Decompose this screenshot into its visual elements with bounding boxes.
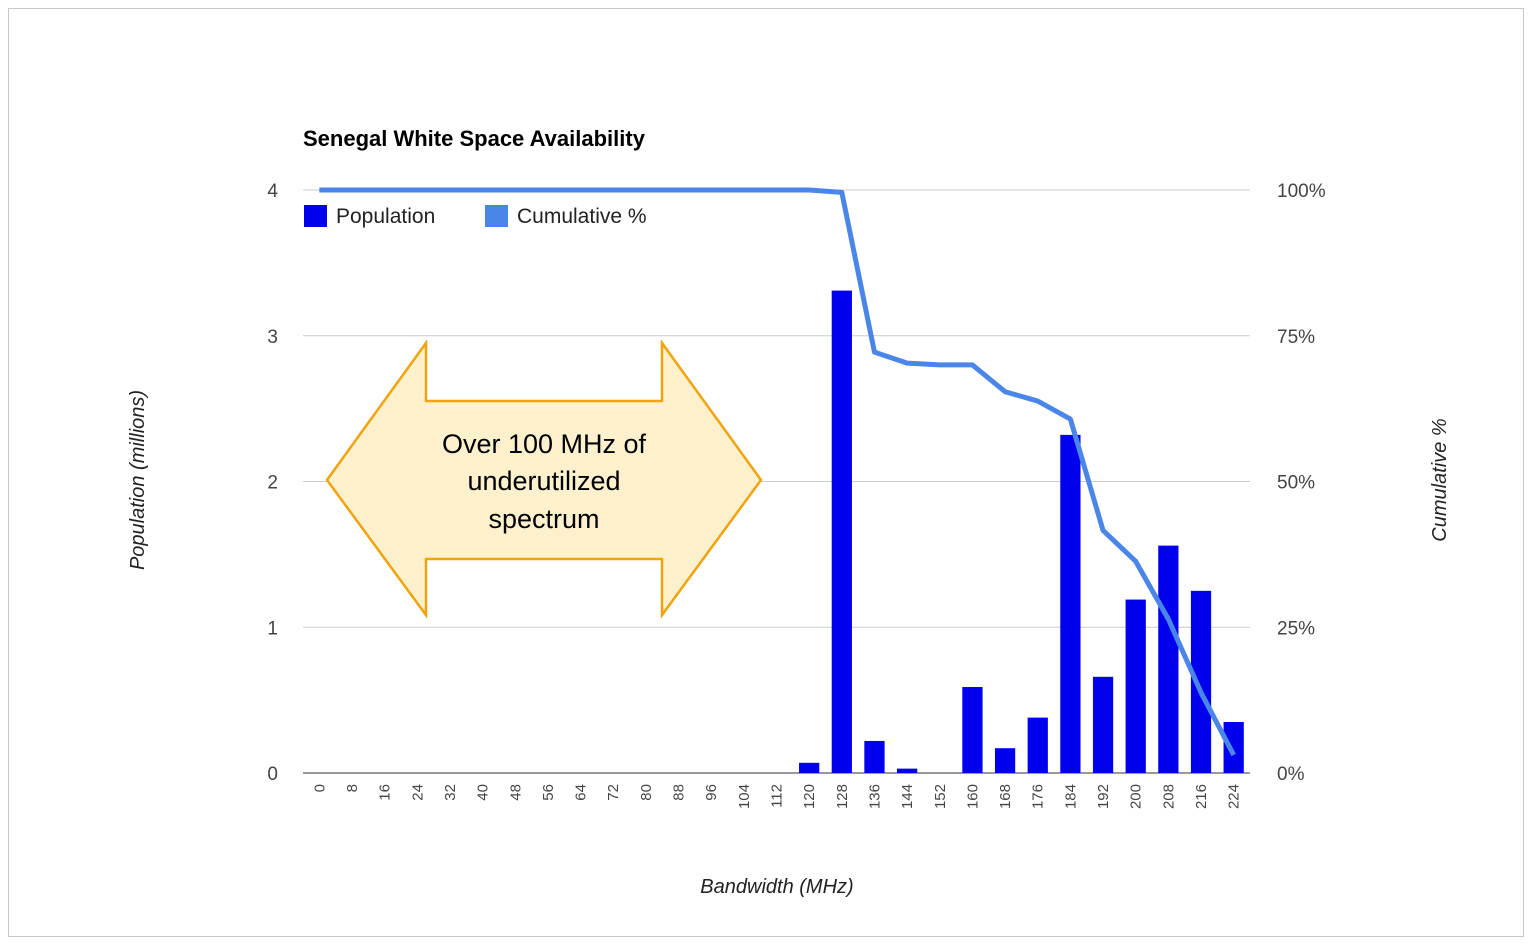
cumulative-line-path	[319, 187, 1236, 757]
x-tick-label: 120	[801, 784, 818, 809]
x-tick-label: 128	[834, 784, 851, 809]
callout-line-1: Over 100 MHz of	[442, 429, 647, 459]
legend-label-cumulative: Cumulative %	[517, 205, 647, 228]
x-tick-label: 168	[997, 784, 1014, 809]
legend-swatch-population	[304, 205, 327, 227]
x-tick-label: 24	[409, 784, 426, 801]
x-tick-label: 96	[703, 784, 720, 801]
x-tick-label: 152	[932, 784, 949, 809]
x-tick-label: 200	[1128, 784, 1145, 809]
x-tick-label: 32	[442, 784, 459, 801]
bar	[1158, 545, 1179, 773]
y-tick-label: 2	[267, 473, 278, 494]
legend: Population Cumulative %	[304, 205, 647, 228]
y2-tick-label: 25%	[1277, 618, 1315, 639]
bar	[799, 762, 820, 773]
y-tick-label: 1	[267, 618, 278, 639]
bar	[864, 740, 885, 773]
y2-tick-label: 0%	[1277, 764, 1305, 785]
x-tick-label: 208	[1160, 784, 1177, 809]
y-tick-label: 0	[267, 764, 278, 785]
x-tick-label: 224	[1226, 784, 1243, 809]
bar	[1223, 721, 1244, 773]
x-tick-label: 64	[573, 784, 590, 801]
x-tick-label: 80	[638, 784, 655, 801]
x-tick-label: 40	[475, 784, 492, 801]
callout-line-3: spectrum	[488, 504, 599, 534]
bar	[831, 290, 852, 773]
y2-tick-label: 75%	[1277, 327, 1315, 348]
x-tick-label: 0	[311, 784, 328, 792]
x-tick-label: 136	[866, 784, 883, 809]
bar	[896, 768, 918, 773]
y-tick-label: 3	[267, 327, 278, 348]
y2-tick-label: 100%	[1277, 181, 1326, 202]
double-arrow-shape	[325, 339, 763, 619]
y-tick-label: 4	[267, 181, 278, 202]
x-tick-label: 144	[899, 784, 916, 809]
bar	[1190, 590, 1212, 773]
y-axis-ticks: 4 3 2 1 0	[267, 181, 278, 785]
legend-label-population: Population	[336, 205, 435, 228]
x-tick-label: 16	[377, 784, 394, 801]
bar	[1125, 599, 1146, 773]
population-bars	[799, 290, 1244, 773]
callout-line-2: underutilized	[467, 466, 620, 496]
x-tick-label: 112	[769, 784, 786, 808]
x-tick-label: 8	[344, 784, 361, 792]
x-axis-label: Bandwidth (MHz)	[700, 876, 853, 898]
bar	[1092, 676, 1114, 773]
cumulative-line	[319, 187, 1236, 757]
x-tick-label: 184	[1062, 784, 1079, 809]
x-tick-label: 192	[1095, 784, 1112, 809]
bar	[1060, 434, 1081, 773]
y2-axis-ticks: 0% 25% 50% 75% 100%	[1277, 181, 1326, 785]
x-tick-label: 72	[605, 784, 622, 801]
chart-title: Senegal White Space Availability	[303, 126, 646, 151]
callout-arrow: Over 100 MHz of underutilized spectrum	[325, 339, 763, 619]
bar	[994, 748, 1016, 773]
x-tick-label: 104	[736, 784, 753, 809]
y-axis-label: Population (millions)	[127, 390, 149, 570]
y2-tick-label: 50%	[1277, 473, 1315, 494]
bar	[1027, 717, 1048, 773]
bar	[962, 687, 983, 773]
x-axis-ticks: 0 8 16 24 32 40 48 56 64 72 80 88 96 104 112 120 128 136 1…	[311, 784, 1242, 809]
chart-frame	[8, 8, 1524, 937]
x-tick-label: 48	[507, 784, 524, 801]
x-tick-label: 216	[1193, 784, 1210, 809]
x-tick-label: 160	[964, 784, 981, 809]
legend-swatch-cumulative	[485, 205, 508, 227]
y2-axis-label: Cumulative %	[1429, 418, 1451, 541]
x-tick-label: 88	[671, 784, 688, 801]
x-tick-label: 56	[540, 784, 557, 801]
x-tick-label: 176	[1030, 784, 1047, 809]
